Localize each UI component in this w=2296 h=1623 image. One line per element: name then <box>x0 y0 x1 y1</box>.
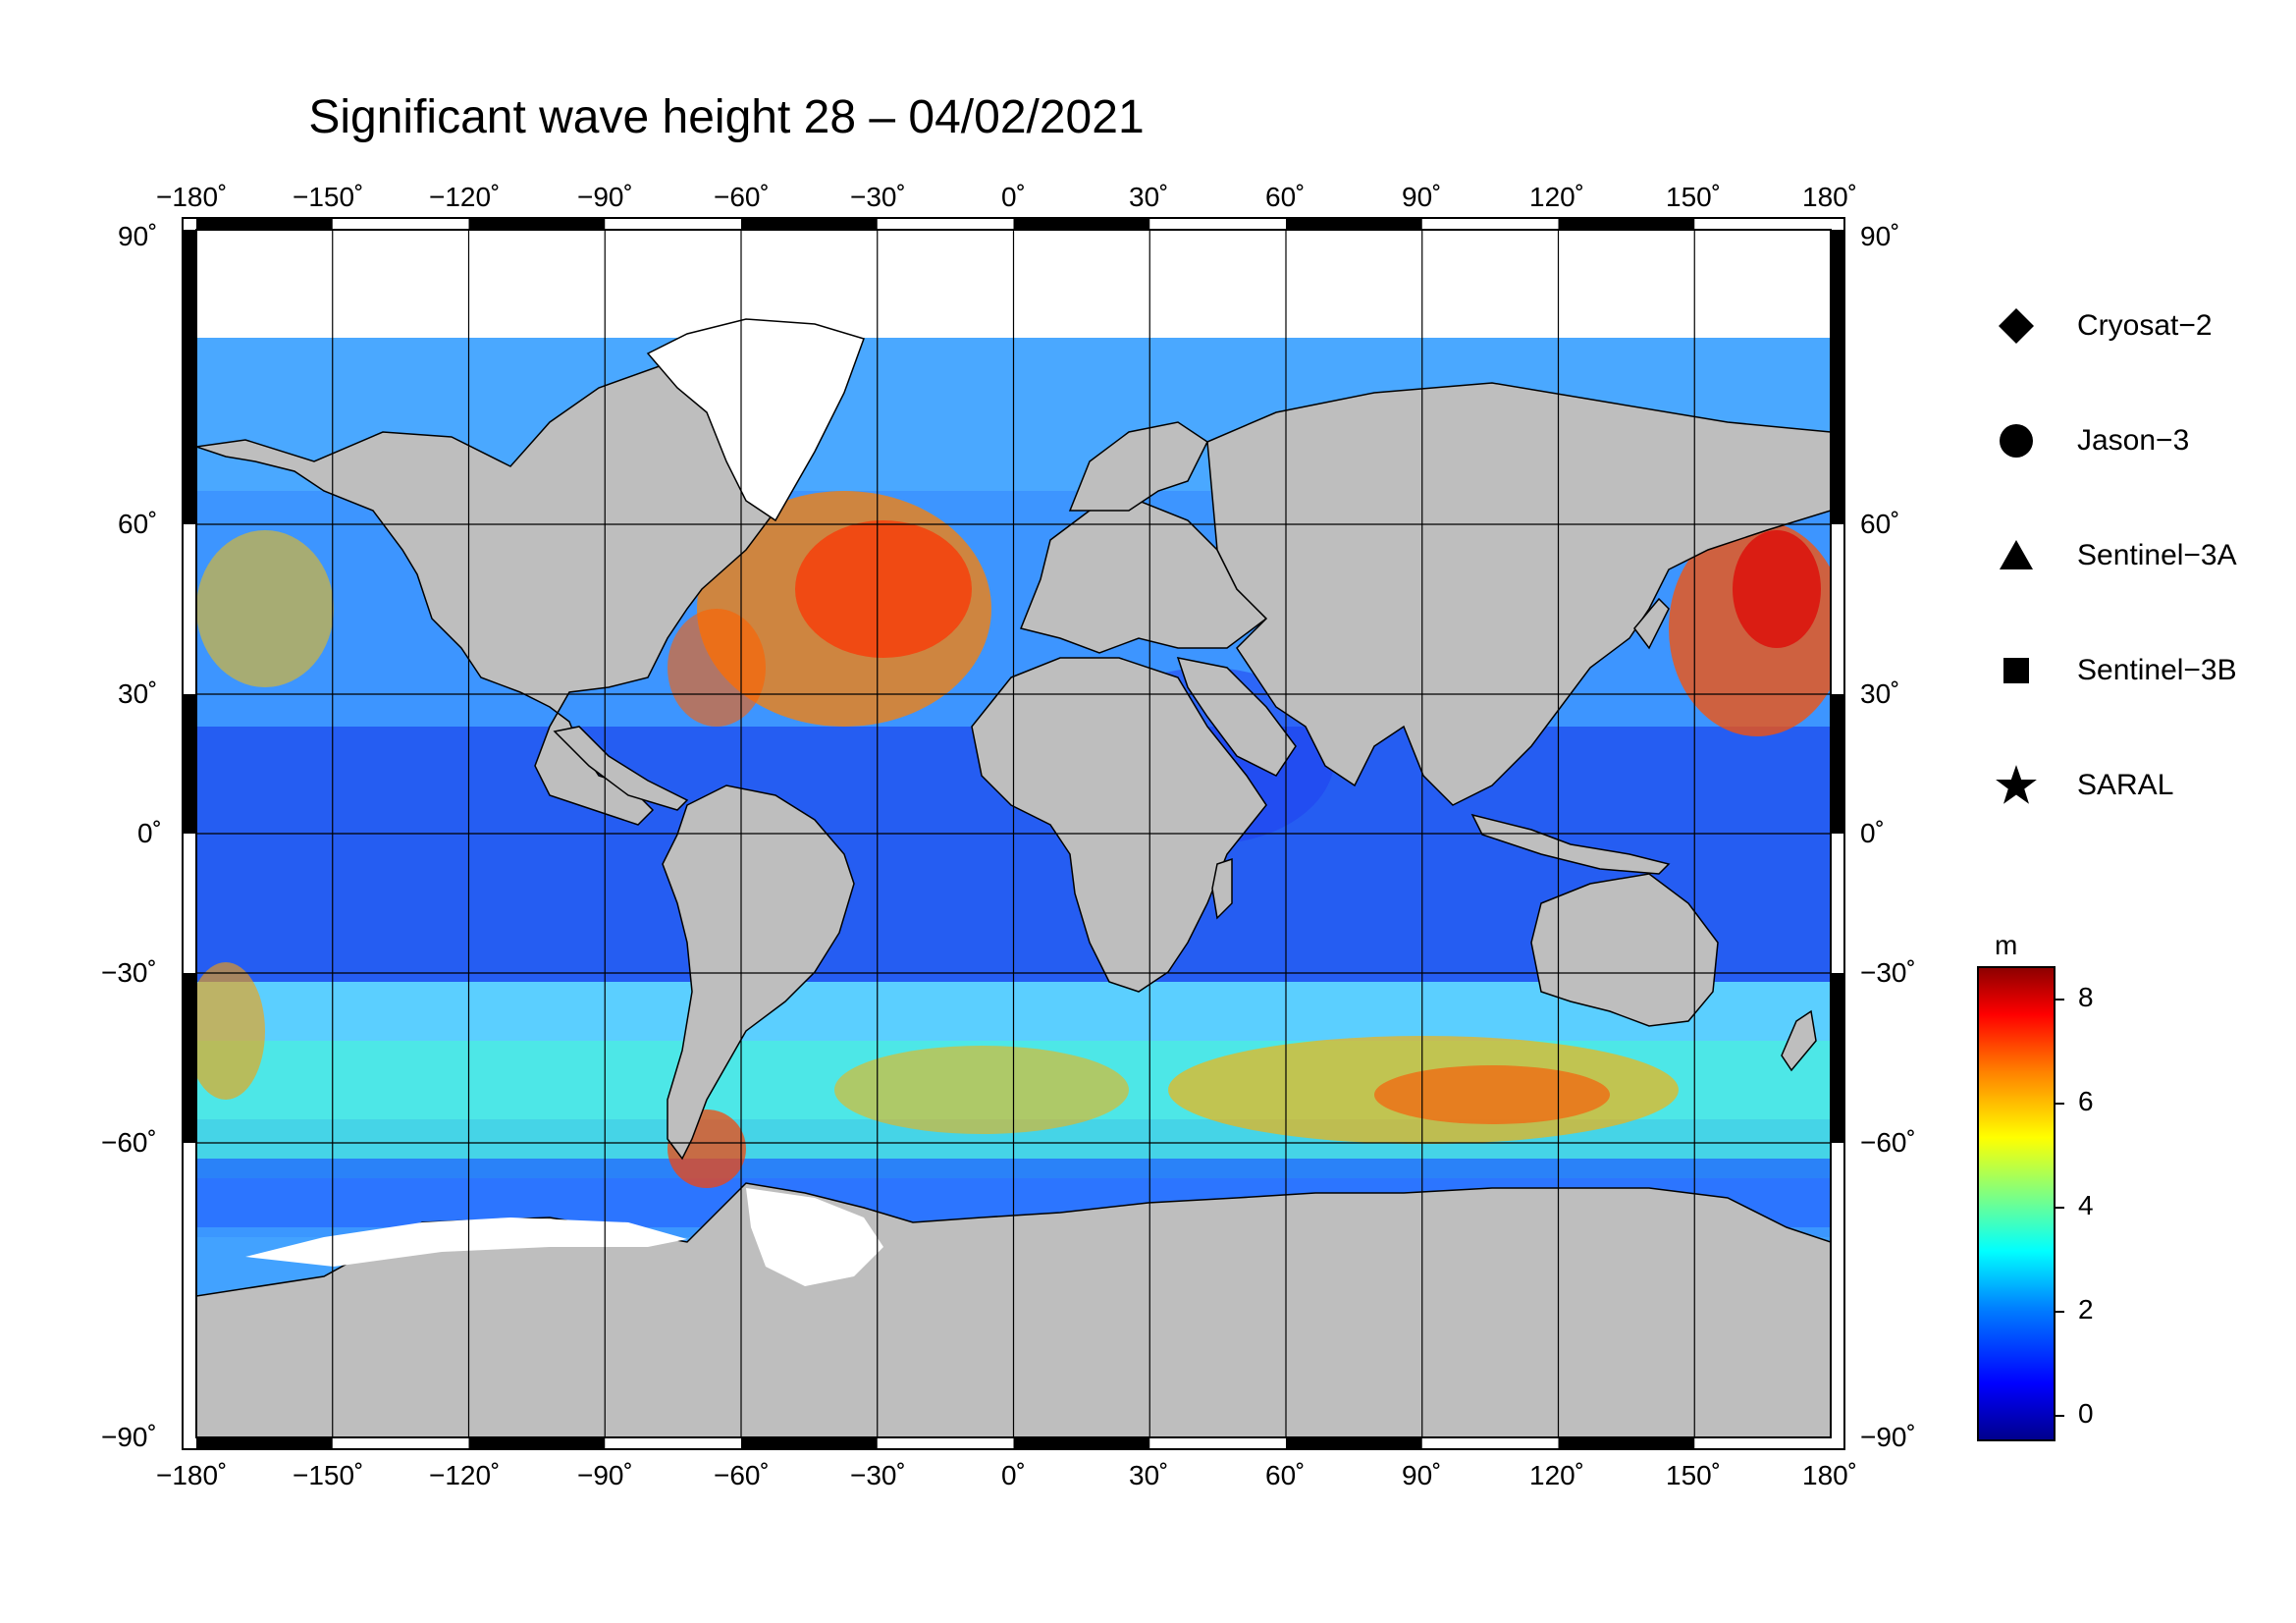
lon-tick-bottom: 30˚ <box>1129 1460 1169 1490</box>
lon-tick-bottom: 120˚ <box>1529 1460 1585 1490</box>
colorbar-tick: 0 <box>2078 1398 2094 1429</box>
north-america <box>196 362 806 826</box>
colorbar <box>1977 966 2064 1441</box>
lon-tick-top: 30˚ <box>1129 182 1169 212</box>
legend-item-sentinel-3a: Sentinel−3A <box>1993 531 2237 580</box>
lat-tick-left: −90˚ <box>101 1422 157 1452</box>
lat-tick-right: 0˚ <box>1860 818 1885 848</box>
japan <box>1633 597 1670 650</box>
lon-tick-bottom: 180˚ <box>1802 1460 1858 1490</box>
south-america <box>662 784 855 1161</box>
lon-tick-top: 90˚ <box>1402 182 1442 212</box>
legend-item-saral: SARAL <box>1993 761 2173 810</box>
lon-tick-top: 0˚ <box>1001 182 1026 212</box>
lat-tick-right: −90˚ <box>1860 1422 1916 1452</box>
legend-label: Sentinel−3A <box>2077 539 2237 571</box>
colorbar-tick: 2 <box>2078 1294 2094 1325</box>
asia <box>1206 382 1831 806</box>
central-america <box>553 726 689 811</box>
lon-tick-bottom: 60˚ <box>1265 1460 1306 1490</box>
lon-tick-bottom: 150˚ <box>1666 1460 1722 1490</box>
lon-tick-bottom: −90˚ <box>577 1460 633 1490</box>
lon-tick-top: −180˚ <box>156 182 228 212</box>
lat-tick-left: −60˚ <box>101 1127 157 1158</box>
lon-tick-bottom: 0˚ <box>1001 1460 1026 1490</box>
circle-icon <box>1993 417 2040 464</box>
lat-tick-right: 60˚ <box>1860 509 1900 539</box>
triangle-icon <box>1993 532 2040 579</box>
madagascar <box>1211 857 1233 920</box>
lon-tick-bottom: −30˚ <box>850 1460 906 1490</box>
lon-tick-top: 180˚ <box>1802 182 1858 212</box>
lat-tick-right: 90˚ <box>1860 221 1900 251</box>
lat-tick-left: 0˚ <box>137 818 162 848</box>
arabia <box>1176 657 1297 777</box>
lon-tick-top: −150˚ <box>293 182 364 212</box>
australia <box>1530 873 1719 1027</box>
lat-tick-left: 30˚ <box>118 678 158 709</box>
diamond-icon <box>1993 302 2040 350</box>
ross-ice-shelf <box>245 1217 687 1267</box>
legend-label: Sentinel−3B <box>2077 654 2237 686</box>
new-zealand <box>1781 1009 1817 1072</box>
legend-label: SARAL <box>2077 769 2174 801</box>
lon-tick-bottom: −60˚ <box>714 1460 770 1490</box>
lon-tick-bottom: 90˚ <box>1402 1460 1442 1490</box>
lat-tick-left: 90˚ <box>118 221 158 251</box>
greenland <box>646 318 865 522</box>
colorbar-tick: 8 <box>2078 982 2094 1012</box>
lon-tick-top: −90˚ <box>577 182 633 212</box>
colorbar-tick: 6 <box>2078 1086 2094 1116</box>
legend-label: Jason−3 <box>2077 424 2190 457</box>
lat-tick-right: 30˚ <box>1860 678 1900 709</box>
lon-tick-top: 120˚ <box>1529 182 1585 212</box>
colorbar-unit: m <box>1995 930 2018 960</box>
legend-item-cryosat: Cryosat−2 <box>1993 301 2213 351</box>
gridlines <box>196 230 1831 1437</box>
lon-tick-bottom: −150˚ <box>293 1460 364 1490</box>
square-icon <box>1993 647 2040 694</box>
legend-label: Cryosat−2 <box>2077 309 2213 342</box>
lon-tick-top: −60˚ <box>714 182 770 212</box>
lat-tick-left: 60˚ <box>118 509 158 539</box>
lon-tick-top: −120˚ <box>429 182 501 212</box>
star-icon <box>1993 762 2040 809</box>
lon-tick-top: 150˚ <box>1666 182 1722 212</box>
lon-tick-bottom: −120˚ <box>429 1460 501 1490</box>
indonesia <box>1470 813 1671 875</box>
map-frame <box>182 217 1845 1450</box>
legend-item-sentinel-3b: Sentinel−3B <box>1993 646 2237 695</box>
lat-tick-right: −30˚ <box>1860 957 1916 988</box>
lat-tick-left: −30˚ <box>101 957 157 988</box>
colorbar-tick: 4 <box>2078 1190 2094 1220</box>
lon-tick-top: −30˚ <box>850 182 906 212</box>
weddell-ice-shelf <box>746 1188 883 1286</box>
map-title: Significant wave height 28 – 04/02/2021 <box>308 91 1145 143</box>
lat-tick-right: −60˚ <box>1860 1127 1916 1158</box>
colorbar-gradient <box>1977 966 2056 1441</box>
legend-item-jason: Jason−3 <box>1993 416 2189 465</box>
lon-tick-bottom: −180˚ <box>156 1460 228 1490</box>
lon-tick-top: 60˚ <box>1265 182 1306 212</box>
